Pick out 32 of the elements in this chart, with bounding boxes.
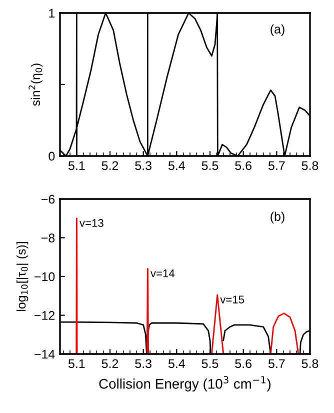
y-tick-label: −10 xyxy=(34,272,55,282)
x-tick-label: 5.6 xyxy=(235,161,252,170)
annotation: v=15 xyxy=(220,296,244,304)
y-axis-title: log$_{10}$[|τ$_{0}$| (s)] xyxy=(16,242,28,312)
y-tick-label: −12 xyxy=(34,311,55,320)
y-tick-label: −14 xyxy=(34,350,55,359)
annotation: (a) xyxy=(270,24,284,36)
y-tick-label: 0 xyxy=(48,152,55,161)
y-axis-title: sin$^{2}$(η$_{0}$) xyxy=(28,64,42,106)
x-tick-label: 5.8 xyxy=(302,359,318,368)
x-tick-label: 5.2 xyxy=(102,359,118,368)
x-tick-label: 5.4 xyxy=(168,359,185,368)
x-tick-label: 5.1 xyxy=(68,359,85,368)
y-tick-label: 1 xyxy=(49,8,55,18)
x-tick-label: 5.6 xyxy=(235,359,252,368)
y-tick-label: −8 xyxy=(42,234,55,242)
x-tick-label: 5.8 xyxy=(302,161,318,170)
x-tick-label: 5.4 xyxy=(168,161,185,170)
x-tick-label: 5.1 xyxy=(68,161,85,170)
line-series xyxy=(60,13,310,156)
x-tick-label: 5.5 xyxy=(202,161,218,170)
annotation: v=14 xyxy=(150,270,175,278)
x-axis-title: Collision Energy (10$^{3}$ cm$^{−1}$) xyxy=(99,376,271,392)
x-tick-label: 5.3 xyxy=(135,359,152,368)
x-tick-label: 5.7 xyxy=(268,359,285,368)
x-tick-label: 5.7 xyxy=(268,161,285,170)
annotation: (b) xyxy=(270,212,284,224)
x-tick-label: 5.5 xyxy=(202,359,218,368)
annotation: v=13 xyxy=(79,219,104,227)
x-tick-label: 5.2 xyxy=(102,161,118,170)
x-tick-label: 5.3 xyxy=(135,161,152,170)
y-tick-label: −6 xyxy=(42,194,55,204)
